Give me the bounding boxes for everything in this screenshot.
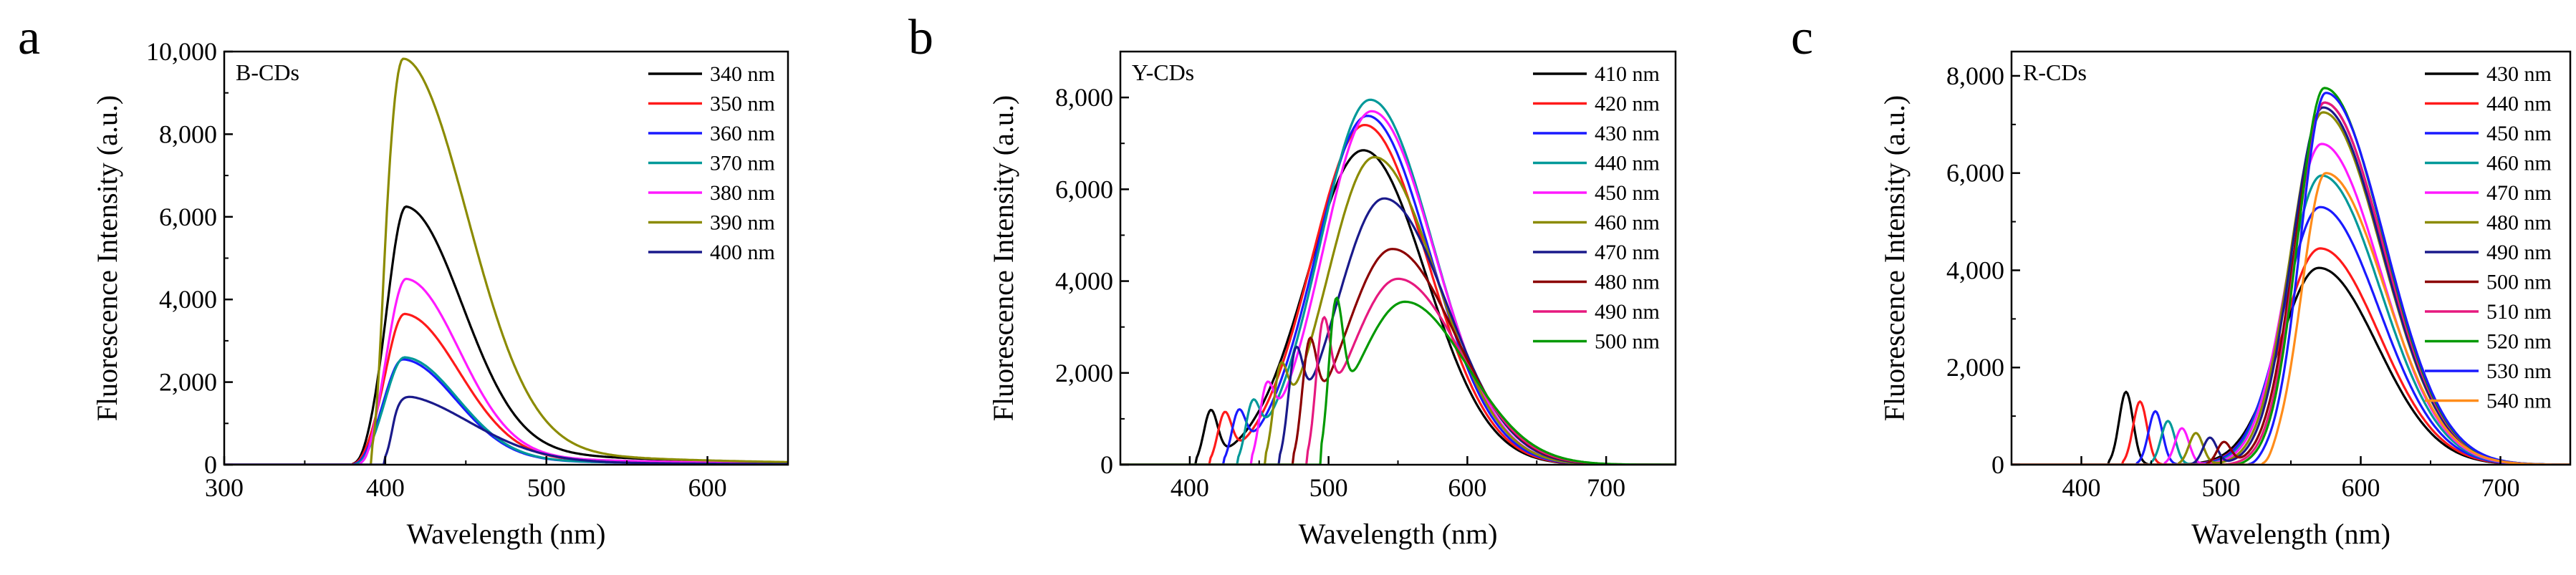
y-tick-label: 8,000 [1055, 83, 1113, 112]
y-tick-label: 2,000 [1946, 353, 2004, 382]
y-tick-label: 4,000 [1055, 267, 1113, 296]
y-tick-label: 6,000 [1946, 159, 2004, 188]
legend-label: 420 nm [1595, 92, 1660, 116]
legend-label: 410 nm [1595, 62, 1660, 86]
x-axis-label: Wavelength (nm) [1299, 518, 1498, 550]
x-tick-label: 500 [1309, 473, 1348, 502]
y-tick-label: 6,000 [1055, 175, 1113, 203]
x-tick-label: 400 [2062, 473, 2101, 502]
legend-label: 440 nm [2486, 92, 2552, 116]
x-tick-label: 500 [527, 473, 566, 502]
legend-label: 360 nm [710, 122, 775, 145]
series-line-450-nm [1120, 110, 1676, 465]
series-group [224, 57, 788, 465]
y-tick-label: 8,000 [1946, 62, 2004, 90]
legend-label: 470 nm [2486, 181, 2552, 205]
legend-label: 520 nm [2486, 330, 2552, 354]
legend-label: 370 nm [710, 152, 775, 175]
y-tick-label: 6,000 [159, 203, 217, 231]
y-tick-label: 0 [1991, 450, 2004, 479]
legend: 430 nm 440 nm 450 nm 460 nm 470 nm 480 nm 490 … [2425, 62, 2552, 413]
x-tick-label: 600 [1448, 473, 1486, 502]
x-tick-label: 400 [1171, 473, 1209, 502]
series-line-460-nm [1120, 155, 1676, 465]
legend-label: 480 nm [1595, 271, 1660, 294]
legend-label: 490 nm [1595, 300, 1660, 324]
series-line-360-nm [224, 358, 788, 465]
series-line-420-nm [1120, 124, 1676, 465]
y-tick-label: 8,000 [159, 120, 217, 148]
series-line-530-nm [2012, 92, 2570, 465]
legend-label: 380 nm [710, 181, 775, 205]
panel-letter: b [908, 10, 933, 65]
legend-label: 480 nm [2486, 211, 2552, 235]
series-line-500-nm [1120, 296, 1676, 465]
y-tick-label: 2,000 [1055, 359, 1113, 387]
y-tick-label: 10,000 [146, 37, 217, 66]
legend-label: 500 nm [2486, 271, 2552, 294]
legend-label: 450 nm [2486, 122, 2552, 145]
legend-label: 400 nm [710, 241, 775, 264]
legend-label: 510 nm [2486, 300, 2552, 324]
sample-label: R-CDs [2023, 59, 2087, 85]
series-group [2012, 87, 2570, 465]
legend: 340 nm 350 nm 360 nm 370 nm 380 nm 390 nm 400 … [648, 62, 775, 264]
legend-label: 430 nm [2486, 62, 2552, 86]
legend-label: 530 nm [2486, 359, 2552, 383]
legend-label: 440 nm [1595, 152, 1660, 175]
y-axis-label: Fluorescence Intensity (a.u.) [91, 95, 123, 421]
legend-label: 470 nm [1595, 241, 1660, 264]
series-line-410-nm [1120, 149, 1676, 465]
x-tick-label: 400 [366, 473, 405, 502]
legend-label: 340 nm [710, 62, 775, 86]
legend-label: 390 nm [710, 211, 775, 235]
x-tick-label: 700 [2481, 473, 2520, 502]
panel-letter: a [18, 10, 40, 65]
y-tick-label: 2,000 [159, 368, 217, 397]
y-axis-label: Fluorescence Intensity (a.u.) [1878, 95, 1911, 421]
sample-label: Y-CDs [1132, 59, 1194, 85]
x-tick-label: 700 [1587, 473, 1625, 502]
legend-label: 540 nm [2486, 390, 2552, 413]
y-tick-label: 0 [204, 450, 217, 479]
series-line-370-nm [224, 356, 788, 465]
plot-frame [1119, 50, 1677, 466]
y-axis-label: Fluorescence Intensity (a.u.) [987, 95, 1019, 421]
x-tick-label: 600 [688, 473, 727, 502]
legend-label: 460 nm [2486, 152, 2552, 175]
y-tick-label: 4,000 [1946, 256, 2004, 284]
sample-label: B-CDs [236, 59, 299, 85]
series-line-540-nm [2012, 172, 2570, 465]
chart-panel-b: b 400 500 600 700 0 2,000 4,000 6,000 8,000 Wavele… [908, 10, 1677, 550]
panel-letter: c [1791, 10, 1813, 65]
series-line-380-nm [224, 277, 788, 465]
legend-label: 460 nm [1595, 211, 1660, 235]
series-group [1120, 98, 1676, 465]
legend-label: 500 nm [1595, 330, 1660, 354]
series-line-400-nm [224, 395, 788, 465]
legend-label: 430 nm [1595, 122, 1660, 145]
chart-panel-c: c 400 500 600 700 0 2,000 4,000 6,000 8,000 Wavele… [1791, 10, 2572, 550]
y-tick-label: 0 [1100, 450, 1113, 479]
legend-label: 450 nm [1595, 181, 1660, 205]
x-axis-label: Wavelength (nm) [407, 518, 606, 550]
chart-panel-a: a 300 400 500 600 0 2,000 4,000 6,000 8,000 10,000… [18, 10, 789, 550]
legend: 410 nm 420 nm 430 nm 440 nm 450 nm 460 nm 470 … [1533, 62, 1660, 354]
y-tick-label: 4,000 [159, 285, 217, 314]
x-tick-label: 300 [205, 473, 244, 502]
x-tick-label: 600 [2342, 473, 2380, 502]
x-axis-label: Wavelength (nm) [2191, 518, 2390, 550]
x-tick-label: 500 [2202, 473, 2241, 502]
legend-label: 350 nm [710, 92, 775, 116]
legend-label: 490 nm [2486, 241, 2552, 264]
series-line-470-nm [1120, 197, 1676, 465]
series-line-390-nm [224, 57, 788, 465]
